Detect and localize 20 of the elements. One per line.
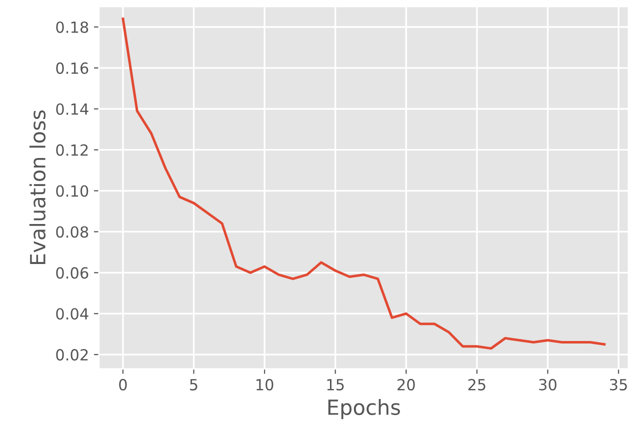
x-tick-label: 0 xyxy=(119,378,127,390)
y-tick-label: 0.02 xyxy=(56,349,88,361)
y-tick-label: 0.04 xyxy=(56,308,88,320)
x-tick-label: 5 xyxy=(190,379,198,390)
x-tick-label: 10 xyxy=(256,378,274,390)
x-tick-label: 35 xyxy=(610,378,627,390)
x-tick-label: 15 xyxy=(327,379,344,390)
y-axis-title: Evaluation loss xyxy=(29,110,46,264)
y-tick-label: 0.14 xyxy=(56,103,88,115)
y-tick-label: 0.10 xyxy=(56,185,88,197)
y-tick-label: 0.12 xyxy=(56,144,88,156)
x-axis-title: Epochs xyxy=(328,398,400,420)
y-tick-label: 0.08 xyxy=(56,226,88,238)
line-series xyxy=(122,18,606,350)
x-tick-label: 20 xyxy=(398,378,415,390)
x-tick-label: 30 xyxy=(539,378,556,390)
y-tick-label: 0.16 xyxy=(56,62,88,74)
y-tick-label: 0.18 xyxy=(56,21,88,34)
y-tick-label: 0.06 xyxy=(56,267,88,279)
x-tick-label: 25 xyxy=(468,378,486,390)
